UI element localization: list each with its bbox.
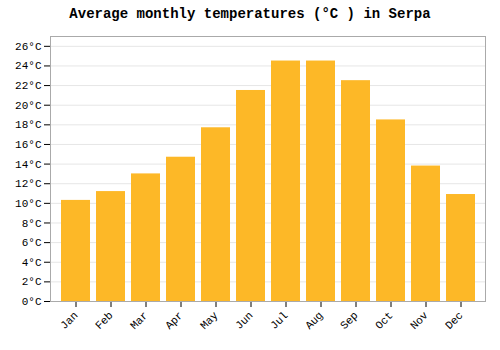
svg-text:16°C: 16°C [15,139,42,151]
svg-text:May: May [198,309,221,332]
svg-text:2°C: 2°C [22,276,42,288]
svg-text:22°C: 22°C [15,80,42,92]
svg-text:Jan: Jan [58,309,80,331]
svg-text:26°C: 26°C [15,41,42,53]
svg-text:Jul: Jul [268,309,290,331]
svg-text:8°C: 8°C [22,218,42,230]
svg-text:Sep: Sep [338,309,360,331]
svg-text:24°C: 24°C [15,60,42,72]
svg-text:Apr: Apr [163,309,185,331]
svg-text:18°C: 18°C [15,119,42,131]
svg-text:Dec: Dec [443,309,465,331]
html-text:Average monthly temperatures (: Average monthly temperatures (°C ) in Se… [69,6,431,22]
svg-text:Nov: Nov [408,309,431,332]
svg-text:14°C: 14°C [15,159,42,171]
svg-text:20°C: 20°C [15,100,42,112]
svg-text:6°C: 6°C [22,237,42,249]
svg-text:Oct: Oct [373,309,395,331]
svg-text:10°C: 10°C [15,198,42,210]
svg-text:Aug: Aug [303,309,325,331]
svg-text:4°C: 4°C [22,257,42,269]
svg-text:Jun: Jun [233,309,255,331]
svg-text:Mar: Mar [128,309,150,331]
svg-text:12°C: 12°C [15,178,42,190]
svg-text:Feb: Feb [93,309,115,331]
svg-text:0°C: 0°C [22,296,42,308]
